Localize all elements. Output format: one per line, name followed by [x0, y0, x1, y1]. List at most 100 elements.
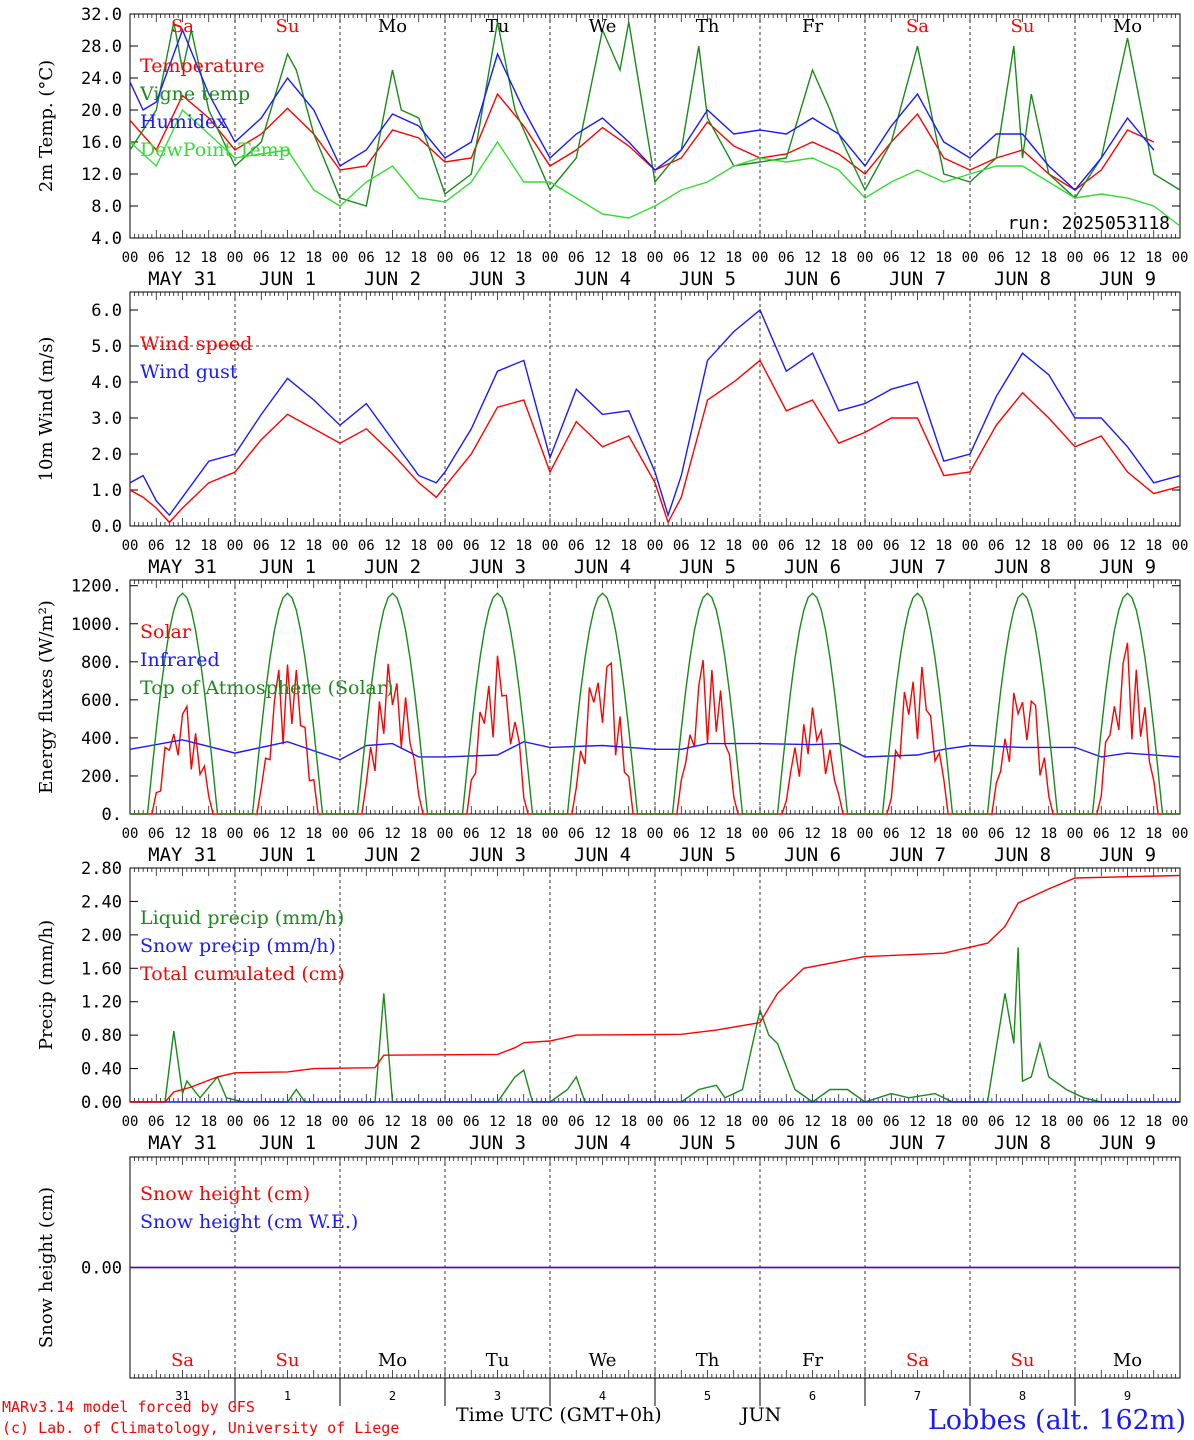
y-tick-label: 600.	[81, 691, 122, 711]
y-tick-label: 2.40	[81, 892, 122, 912]
date-label: JUN 2	[364, 844, 421, 866]
date-label: JUN 1	[259, 268, 316, 290]
y-tick-label: 0.00	[81, 1259, 122, 1279]
hour-label: 12	[909, 250, 926, 266]
day-name: Tu	[486, 16, 510, 37]
hour-label: 12	[174, 538, 191, 554]
hour-label: 06	[568, 1114, 585, 1130]
y-tick-label: 1.20	[81, 993, 122, 1013]
date-label: JUN 7	[889, 1132, 946, 1154]
hour-label: 12	[804, 1114, 821, 1130]
date-label: MAY 31	[148, 268, 217, 290]
hour-label: 00	[1067, 1114, 1084, 1130]
hour-label: 06	[673, 250, 690, 266]
hour-label: 18	[410, 538, 427, 554]
hour-label: 12	[384, 1114, 401, 1130]
series-line-temperature	[129, 92, 1155, 191]
hour-label: 06	[1093, 538, 1110, 554]
y-tick-label: 24.0	[81, 69, 122, 89]
day-number: 6	[809, 1389, 816, 1403]
run-label: run: 2025053118	[1007, 213, 1170, 234]
hour-label: 18	[1040, 826, 1057, 842]
hour-label: 06	[463, 250, 480, 266]
legend-entry: Liquid precip (mm/h)	[140, 907, 344, 929]
hour-label: 18	[410, 1114, 427, 1130]
day-number: 7	[914, 1389, 921, 1403]
hour-label: 06	[568, 826, 585, 842]
hour-label: 18	[725, 1114, 742, 1130]
hour-label: 06	[148, 826, 165, 842]
y-tick-label: 400.	[81, 729, 122, 749]
hour-label: 00	[122, 1114, 139, 1130]
hour-label: 00	[962, 1114, 979, 1130]
date-label: JUN 3	[469, 844, 526, 866]
day-name: Mo	[378, 1350, 407, 1371]
hour-label: 06	[673, 1114, 690, 1130]
y-tick-label: 200.	[81, 767, 122, 787]
date-label: JUN 5	[679, 556, 736, 578]
legend-entry: Temperature	[140, 55, 264, 77]
series-line-wind-speed	[129, 359, 1181, 525]
date-label: JUN 4	[574, 1132, 631, 1154]
date-label: JUN 8	[994, 844, 1051, 866]
hour-label: 06	[463, 538, 480, 554]
hour-label: 18	[830, 538, 847, 554]
hour-label: 18	[935, 250, 952, 266]
hour-label: 06	[778, 250, 795, 266]
hour-label: 06	[148, 538, 165, 554]
date-label: MAY 31	[148, 1132, 217, 1154]
y-tick-label: 2.0	[91, 445, 122, 465]
hour-label: 00	[962, 826, 979, 842]
hour-label: 00	[332, 538, 349, 554]
y-tick-label: 1000.	[71, 615, 122, 635]
day-name: Fr	[802, 16, 823, 37]
date-label: JUN 8	[994, 556, 1051, 578]
date-label: JUN 2	[364, 268, 421, 290]
hour-label: 06	[358, 1114, 375, 1130]
hour-label: 06	[883, 538, 900, 554]
y-axis-title: Snow height (cm)	[36, 1187, 57, 1348]
hour-label: 18	[725, 826, 742, 842]
hour-label: 00	[647, 538, 664, 554]
day-number: 8	[1019, 1389, 1026, 1403]
hour-label: 06	[358, 250, 375, 266]
hour-label: 18	[200, 250, 217, 266]
hour-label: 00	[437, 826, 454, 842]
date-label: JUN 4	[574, 556, 631, 578]
hour-label: 06	[673, 538, 690, 554]
hour-label: 18	[515, 250, 532, 266]
hour-label: 12	[1119, 250, 1136, 266]
hour-label: 18	[1145, 1114, 1162, 1130]
y-tick-label: 4.0	[91, 229, 122, 249]
hour-label: 18	[620, 826, 637, 842]
day-name: Tu	[486, 1350, 510, 1371]
date-label: JUN 4	[574, 268, 631, 290]
hour-label: 00	[437, 250, 454, 266]
hour-label: 18	[620, 250, 637, 266]
day-name: Su	[1011, 1350, 1035, 1371]
hour-label: 18	[935, 538, 952, 554]
hour-label: 12	[489, 1114, 506, 1130]
hour-label: 00	[1067, 538, 1084, 554]
hour-label: 18	[200, 1114, 217, 1130]
y-tick-label: 5.0	[91, 337, 122, 357]
y-axis-title: Energy fluxes (W/m²)	[36, 600, 57, 794]
y-axis-title: Precip (mm/h)	[36, 920, 57, 1050]
hour-label: 18	[305, 826, 322, 842]
series-line-dewpoint-temp	[129, 108, 1181, 227]
hour-label: 18	[515, 538, 532, 554]
hour-label: 00	[647, 250, 664, 266]
hour-label: 12	[699, 826, 716, 842]
date-label: JUN 7	[889, 268, 946, 290]
hour-label: 06	[253, 250, 270, 266]
date-label: JUN 3	[469, 268, 526, 290]
date-label: JUN 4	[574, 844, 631, 866]
hour-label: 06	[988, 250, 1005, 266]
hour-label: 12	[594, 826, 611, 842]
hour-label: 00	[332, 250, 349, 266]
hour-label: 12	[1014, 826, 1031, 842]
y-tick-label: 1.0	[91, 481, 122, 501]
hour-label: 06	[253, 538, 270, 554]
hour-label: 00	[1067, 826, 1084, 842]
hour-label: 12	[909, 826, 926, 842]
